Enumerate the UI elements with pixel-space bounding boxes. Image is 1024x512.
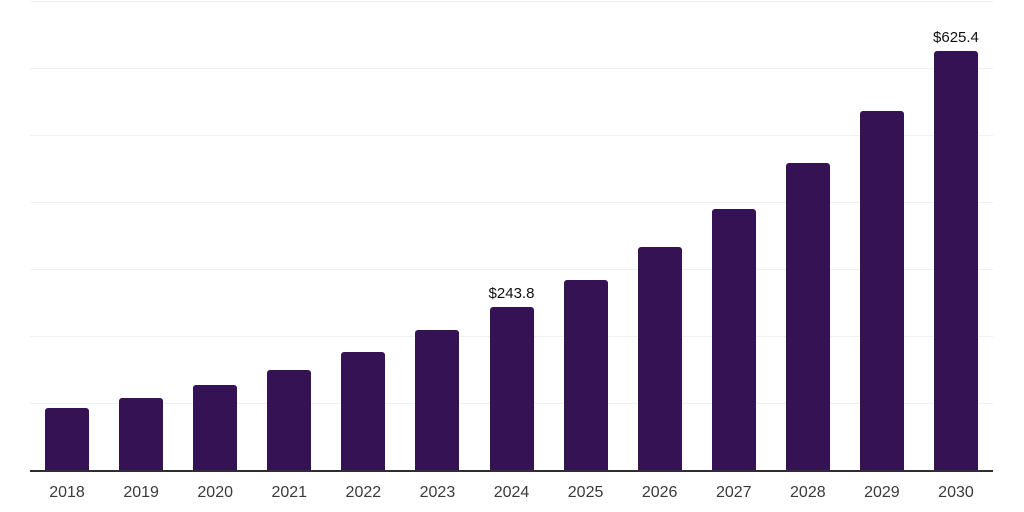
bar-2024 [489, 306, 534, 470]
gridline-300 [30, 269, 993, 270]
bar-slot-2030: $625.4 [919, 1, 993, 470]
gridline-700 [30, 1, 993, 2]
x-tick-label-2019: 2019 [123, 484, 159, 501]
bar-2020 [193, 384, 238, 470]
gridline-400 [30, 202, 993, 203]
bar-2028 [785, 163, 830, 470]
x-axis-line [30, 470, 993, 472]
bar-2018 [45, 407, 90, 470]
bar-slot-2027 [697, 1, 771, 470]
bar-slot-2023 [400, 1, 474, 470]
gridline-600 [30, 68, 993, 69]
x-tick-label-2027: 2027 [715, 484, 752, 501]
plot-area: $243.8 $625.4 [30, 1, 993, 472]
bar-2019 [119, 397, 164, 470]
bar-2023 [415, 329, 460, 470]
bar-slot-2021 [252, 1, 326, 470]
bar-2030 [933, 50, 978, 470]
x-tick-label-2030: 2030 [938, 484, 974, 501]
bar-2026 [637, 246, 682, 470]
x-tick-label-2026: 2026 [641, 484, 678, 501]
x-tick-label-2021: 2021 [271, 484, 308, 501]
bar-slot-2020 [178, 1, 252, 470]
bar-2027 [711, 208, 756, 470]
bar-slot-2026 [623, 1, 697, 470]
x-tick-label-2020: 2020 [197, 484, 233, 501]
bars-group: $243.8 $625.4 [30, 1, 993, 470]
bar-slot-2028 [771, 1, 845, 470]
bar-2025 [563, 279, 608, 470]
bar-slot-2025 [549, 1, 623, 470]
x-axis-labels: 2018 2019 2020 2021 2022 2023 2024 2025 2026 2027… [30, 482, 993, 504]
x-tick-label-2018: 2018 [49, 484, 85, 501]
x-tick-label-2025: 2025 [567, 484, 604, 501]
x-tick-label-2024: 2024 [493, 484, 530, 501]
bar-slot-2029 [845, 1, 919, 470]
bar-2029 [859, 111, 904, 470]
bar-slot-2022 [326, 1, 400, 470]
bar-slot-2024: $243.8 [474, 1, 548, 470]
gridline-500 [30, 135, 993, 136]
x-tick-label-2023: 2023 [419, 484, 456, 501]
x-tick-label-2028: 2028 [790, 484, 826, 501]
bar-2021 [267, 369, 312, 470]
bar-value-label-2024: $243.8 [488, 284, 535, 302]
x-tick-label-2029: 2029 [864, 484, 900, 501]
bar-value-label-2030: $625.4 [933, 28, 979, 46]
bar-2022 [341, 351, 386, 470]
x-tick-label-2022: 2022 [345, 484, 382, 501]
bar-slot-2019 [104, 1, 178, 470]
bar-slot-2018 [30, 1, 104, 470]
